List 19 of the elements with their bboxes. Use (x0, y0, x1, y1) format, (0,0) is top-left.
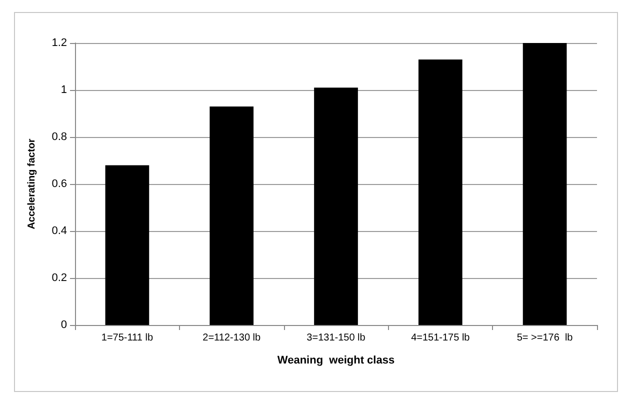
x-tick-label: 3=131-150 lb (306, 332, 366, 344)
y-axis-title: Accelerating factor (26, 138, 38, 230)
x-tick-label: 1=75-111 lb (101, 332, 154, 344)
y-tick-label: 1 (60, 84, 67, 96)
bar (522, 43, 567, 325)
y-tick-label: 0.2 (52, 272, 67, 284)
bar (418, 59, 462, 325)
y-tick-label: 0.4 (52, 225, 67, 237)
y-tick-label: 1.2 (52, 37, 67, 49)
y-tick-label: 0.6 (52, 178, 67, 190)
x-axis-title: Weaning weight class (277, 354, 395, 366)
x-tick-label: 4=151-175 lb (411, 332, 470, 344)
bar (314, 88, 358, 325)
y-tick-label: 0 (60, 319, 67, 331)
bar (210, 106, 254, 325)
y-tick-label: 0.8 (52, 131, 67, 143)
bar (105, 165, 150, 325)
x-tick-label: 2=112-130 lb (202, 332, 261, 344)
x-tick-label: 5= >=176 lb (516, 332, 574, 344)
